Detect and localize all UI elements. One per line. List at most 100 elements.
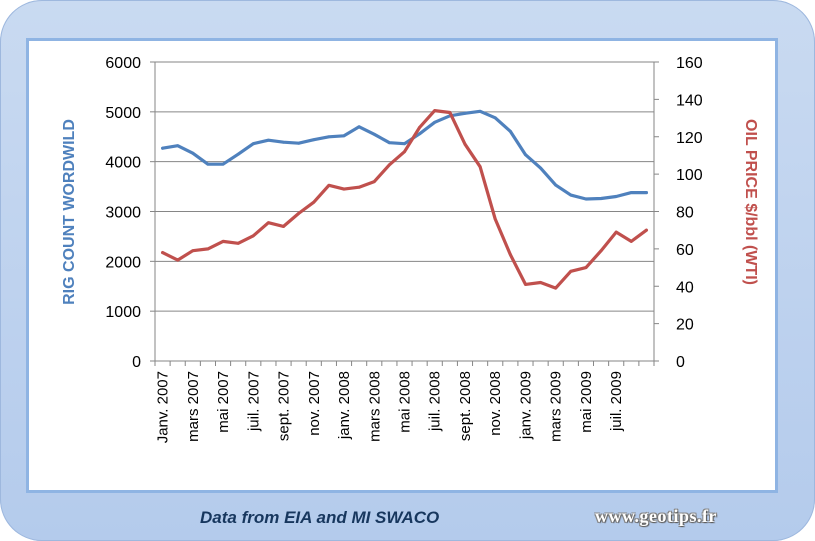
right-tick-label: 140 (676, 92, 703, 109)
x-tick-label: mai 2008 (397, 371, 414, 433)
left-tick-label: 1000 (105, 304, 141, 321)
data-source-caption: Data from EIA and MI SWACO (200, 508, 440, 527)
x-axis-ticks: Janv. 2007 mars 2007 mai 2007 juil. 2007 sep… (154, 361, 655, 443)
x-tick-label: juil. 2007 (245, 371, 262, 432)
rig-count-point (539, 166, 542, 170)
rig-count-point (478, 109, 482, 113)
oil-price-point (554, 286, 558, 290)
oil-price-point (433, 109, 437, 112)
oil-price-point (372, 180, 376, 184)
rig-count-point (418, 132, 422, 136)
right-tick-label: 60 (676, 242, 694, 259)
oil-price-point (614, 230, 618, 234)
right-tick-label: 20 (676, 317, 694, 334)
oil-price-point (236, 241, 240, 245)
rig-count-line (161, 109, 649, 201)
oil-price-point (357, 185, 361, 189)
rig-count-point (251, 142, 255, 146)
rig-count-point (387, 141, 391, 145)
oil-price-point (282, 225, 285, 228)
right-tick-label: 160 (676, 55, 703, 72)
x-tick-label: Janv. 2007 (155, 371, 172, 443)
x-tick-label: nov. 2008 (487, 371, 504, 436)
right-axis-label: OIL PRICE $/bbl (WTI) (742, 119, 759, 285)
oil-price-point (463, 142, 467, 146)
gridlines (155, 61, 654, 362)
oil-price-point (524, 282, 527, 286)
x-tick-label: mai 2009 (578, 371, 595, 433)
right-tick-label: 120 (676, 130, 703, 147)
rig-count-point (267, 138, 270, 142)
oil-price-point (539, 281, 542, 284)
rig-count-point (433, 120, 437, 124)
oil-price-point (645, 228, 648, 232)
left-tick-label: 2000 (105, 254, 141, 271)
oil-price-point (342, 187, 346, 191)
rig-count-point (176, 144, 180, 148)
rig-count-point (206, 162, 210, 166)
rig-count-point (614, 195, 618, 198)
rig-count-point (312, 138, 316, 142)
oil-price-point (297, 211, 301, 215)
oil-price-point (584, 266, 588, 269)
right-tick-label: 80 (676, 205, 694, 222)
oil-price-point (478, 165, 482, 169)
rig-count-point (282, 140, 285, 144)
rig-count-point (599, 197, 603, 200)
x-tick-label: mars 2007 (185, 371, 202, 442)
x-tick-label: juil. 2009 (608, 371, 625, 432)
oil-price-point (387, 163, 391, 167)
rig-count-point (493, 116, 497, 120)
left-tick-label: 4000 (105, 155, 141, 172)
rig-count-point (357, 125, 361, 129)
x-tick-label: janv. 2008 (336, 371, 353, 440)
rig-count-point (554, 183, 558, 187)
oil-price-point (176, 258, 180, 262)
left-axis-ticks: 0 1000 2000 3000 4000 5000 6000 (105, 55, 155, 371)
right-tick-label: 40 (676, 279, 694, 296)
rig-count-point (524, 153, 527, 157)
oil-price-point (493, 217, 497, 221)
oil-price-point (206, 247, 210, 251)
left-tick-label: 3000 (105, 205, 141, 222)
right-tick-label: 0 (676, 354, 685, 371)
oil-price-point (448, 111, 452, 114)
oil-price-point (403, 150, 406, 154)
oil-price-point (312, 200, 316, 204)
website-watermark[interactable]: www.geotips.fr (595, 506, 717, 526)
rig-count-point (645, 191, 648, 194)
rig-count-point (221, 162, 225, 166)
x-tick-label: nov. 2007 (306, 371, 323, 436)
rig-count-point (161, 146, 164, 150)
oil-price-point (221, 240, 225, 243)
rig-count-point (297, 141, 301, 145)
x-tick-label: janv. 2009 (517, 371, 534, 440)
x-tick-label: sept. 2007 (276, 371, 293, 441)
rig-count-point (236, 152, 240, 156)
rig-count-point (191, 151, 195, 155)
rig-count-point (508, 129, 512, 133)
rig-count-point (584, 197, 588, 201)
oil-price-point (418, 126, 422, 129)
rig-count-point (463, 111, 467, 115)
rig-count-point (569, 193, 573, 197)
oil-price-point (251, 234, 255, 238)
oil-price-point (599, 249, 603, 253)
x-tick-label: mai 2007 (215, 371, 232, 433)
left-tick-label: 0 (132, 354, 141, 371)
left-axis-label: RIG COUNT WORDWILD (61, 119, 78, 305)
oil-price-point (508, 253, 512, 256)
x-tick-label: mars 2009 (548, 371, 565, 442)
rig-count-point (629, 191, 633, 194)
oil-price-point (629, 240, 633, 243)
x-tick-label: juil. 2008 (427, 371, 444, 432)
oil-price-point (327, 183, 331, 187)
oil-price-point (191, 249, 195, 253)
oil-price-point (267, 221, 270, 225)
x-tick-label: sept. 2008 (457, 371, 474, 441)
series-lines (161, 108, 649, 290)
right-tick-label: 100 (676, 167, 703, 184)
x-tick-label: mars 2008 (366, 371, 383, 442)
left-tick-label: 5000 (105, 105, 141, 122)
